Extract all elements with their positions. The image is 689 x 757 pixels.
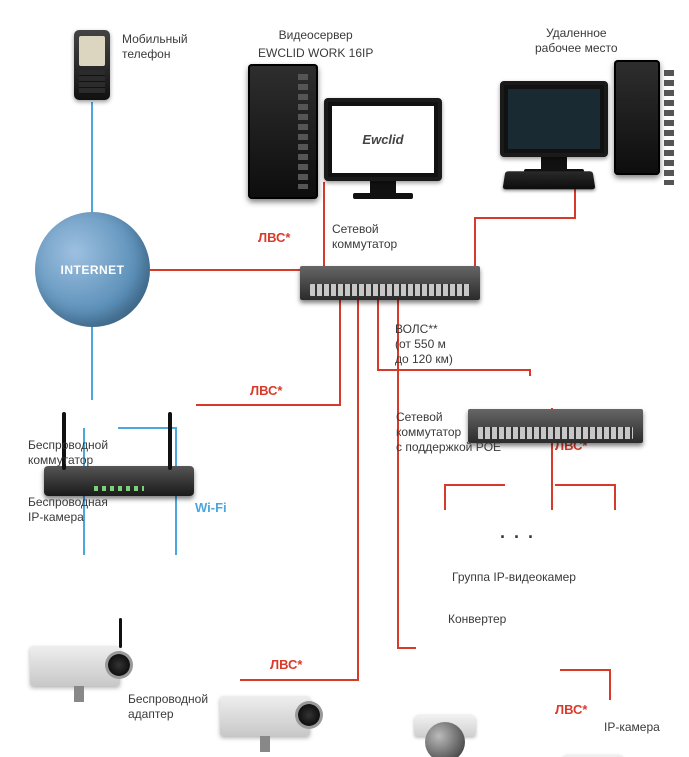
node-mobile-phone xyxy=(74,30,110,100)
label-video-server: Видеосервер EWCLID WORK 16IP xyxy=(258,28,373,60)
edge-label-lan-2: ЛВС* xyxy=(250,383,282,398)
label-switch-main: Сетевой коммутатор xyxy=(332,222,397,252)
edge-label-wifi: Wi-Fi xyxy=(195,500,227,515)
label-video-server-wrap: Видеосервер EWCLID WORK 16IP xyxy=(258,26,373,62)
phone-icon xyxy=(74,30,110,100)
label-fiber: ВОЛС** (от 550 м до 120 км) xyxy=(395,322,453,367)
node-remote-ws xyxy=(500,60,660,191)
label-wifi-camera: Беспроводная IP-камера xyxy=(28,495,108,525)
monitor-icon-2 xyxy=(500,81,608,157)
node-internet: INTERNET xyxy=(35,212,150,327)
node-box-camera xyxy=(220,696,310,736)
edge-label-lan-3: ЛВС* xyxy=(270,657,302,672)
monitor-icon: Ewclid xyxy=(324,98,442,181)
node-dome-1 xyxy=(414,714,476,754)
node-video-server: Ewclid xyxy=(248,64,442,199)
pc-tower-icon-2 xyxy=(614,60,660,175)
network-diagram: ЛВС* ЛВС* ЛВС* ЛВС* ЛВС* Wi-Fi Мобильный… xyxy=(0,0,689,757)
label-converter: Конвертер xyxy=(448,612,506,627)
pc-tower-icon xyxy=(248,64,318,199)
node-switch-poe xyxy=(468,409,643,443)
node-switch-main xyxy=(300,266,480,300)
label-mobile-phone: Мобильный телефон xyxy=(122,32,188,62)
node-wifi-router xyxy=(44,466,194,496)
node-wifi-camera xyxy=(30,646,120,686)
edge-label-lan-1: ЛВС* xyxy=(258,230,290,245)
edge-label-lan-5: ЛВС* xyxy=(555,702,587,717)
monitor-brand: Ewclid xyxy=(362,132,403,147)
label-remote-ws: Удаленное рабочее место xyxy=(535,26,618,56)
label-wifi-adapter: Беспроводной адаптер xyxy=(128,692,208,722)
label-wifi-router: Беспроводной коммутатор xyxy=(28,438,108,468)
label-ip-camera: IP-камера xyxy=(604,720,660,735)
keyboard-icon xyxy=(503,171,596,189)
label-dome-group: Группа IP-видеокамер xyxy=(452,570,576,585)
label-internet: INTERNET xyxy=(61,263,125,277)
dome-ellipsis: . . . xyxy=(500,522,535,543)
